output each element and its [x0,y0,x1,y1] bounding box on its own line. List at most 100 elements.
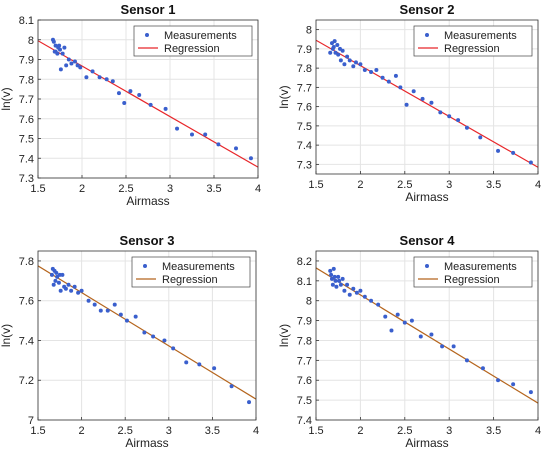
y-tick-label: 7.9 [19,55,34,67]
measurement-point [393,73,398,78]
measurement-point [58,288,63,293]
measurement-point [369,69,374,74]
plot-data [316,39,538,168]
measurement-point [342,288,347,293]
measurement-point [63,286,68,291]
chart-panel-4: 1.5 2 2.5 3 3.5 4 7.4 7.5 7.6 7.7 7.8 7.9 8 8.1 8.2 Sen… [277,233,541,450]
x-tick-label: 4 [535,179,541,191]
measurement-point [137,93,142,98]
measurement-point [229,384,234,389]
y-tick-label: 7.6 [297,375,312,387]
x-tick-label: 1.5 [30,183,45,195]
legend-label-measurements: Measurements [444,30,517,42]
measurement-point [354,290,359,295]
measurement-point [112,302,117,307]
legend-marker-measurements [425,33,429,37]
chart-panel-2: 1.5 2 2.5 3 3.5 4 7.3 7.4 7.5 7.6 7.7 7.8 7.9 8 Sensor… [277,2,541,204]
y-tick-label: 7.5 [297,121,312,133]
measurement-point [56,280,61,285]
measurement-point [51,39,56,44]
measurement-point [351,64,356,69]
measurement-point [124,318,129,323]
legend-box [413,256,533,288]
measurement-point [353,60,358,65]
measurement-point [398,85,403,90]
measurement-point [332,274,337,279]
measurement-point [58,67,63,72]
y-tick-label: 8 [306,296,312,308]
x-tick-label: 2 [79,425,85,437]
x-axis-label: Airmass [405,436,448,450]
y-tick-label: 7.2 [19,375,34,387]
x-tick-label: 3 [446,179,452,191]
y-tick-label: 7.5 [297,395,312,407]
y-tick-label: 7.5 [19,134,34,146]
measurement-point [328,268,333,273]
measurement-point [197,362,202,367]
measurement-point [331,266,336,271]
measurement-point [57,43,62,48]
y-axis-label: ln(v) [277,324,291,347]
measurement-point [395,312,400,317]
measurement-point [76,290,81,295]
measurement-point [480,366,485,371]
measurement-point [184,360,189,365]
measurement-point [84,75,89,80]
measurement-point [429,332,434,337]
measurement-point [438,110,443,115]
y-tick-label: 7.8 [19,256,34,268]
x-tick-label: 4 [255,183,261,195]
measurement-point [49,272,54,277]
x-tick-label: 3 [446,425,452,437]
measurement-point [440,344,445,349]
plot-data [316,266,538,404]
measurement-point [496,148,501,153]
chart-title: Sensor 4 [400,233,456,248]
measurement-point [451,344,456,349]
measurement-point [334,284,339,289]
measurement-point [110,79,115,84]
measurement-point [69,288,74,293]
measurement-point [329,272,334,277]
y-axis-label: ln(v) [0,324,13,347]
measurement-point [133,314,138,319]
measurement-point [72,59,77,64]
x-axis-label: Airmass [405,190,448,204]
y-tick-label: 7.8 [297,63,312,75]
x-axis-label: Airmass [125,436,168,450]
measurement-point [79,288,84,293]
measurement-point [528,160,533,165]
measurement-point [464,125,469,130]
measurement-point [66,282,71,287]
measurement-point [345,54,350,59]
legend-label-measurements: Measurements [162,261,235,273]
measurement-point [142,330,147,335]
measurement-point [128,89,133,94]
measurement-point [340,48,345,53]
y-tick-label: 7.6 [19,296,34,308]
measurement-point [51,282,56,287]
measurement-point [496,378,501,383]
measurement-point [78,65,83,70]
x-tick-label: 2 [357,179,363,191]
y-tick-label: 7.7 [297,82,312,94]
measurement-point [411,89,416,94]
axes-frame [315,19,539,175]
y-tick-label: 7.3 [19,173,34,185]
measurement-point [122,100,127,105]
measurement-point [171,346,176,351]
measurement-point [386,79,391,84]
measurement-point [58,47,62,52]
measurement-point [528,390,533,395]
measurement-point [163,106,168,111]
measurement-point [358,288,363,293]
chart-panel-3: 1.5 2 2.5 3 3.5 4 7 7.2 7.4 7.6 7.8 Sensor 3 Airmass… [0,233,259,450]
measurement-point [330,282,335,287]
y-tick-label: 8.1 [19,15,34,27]
measurement-point [64,63,69,68]
y-tick-label: 7.6 [19,114,34,126]
measurement-point [53,278,58,283]
x-tick-label: 4 [535,425,541,437]
legend-label-regression: Regression [162,274,218,286]
